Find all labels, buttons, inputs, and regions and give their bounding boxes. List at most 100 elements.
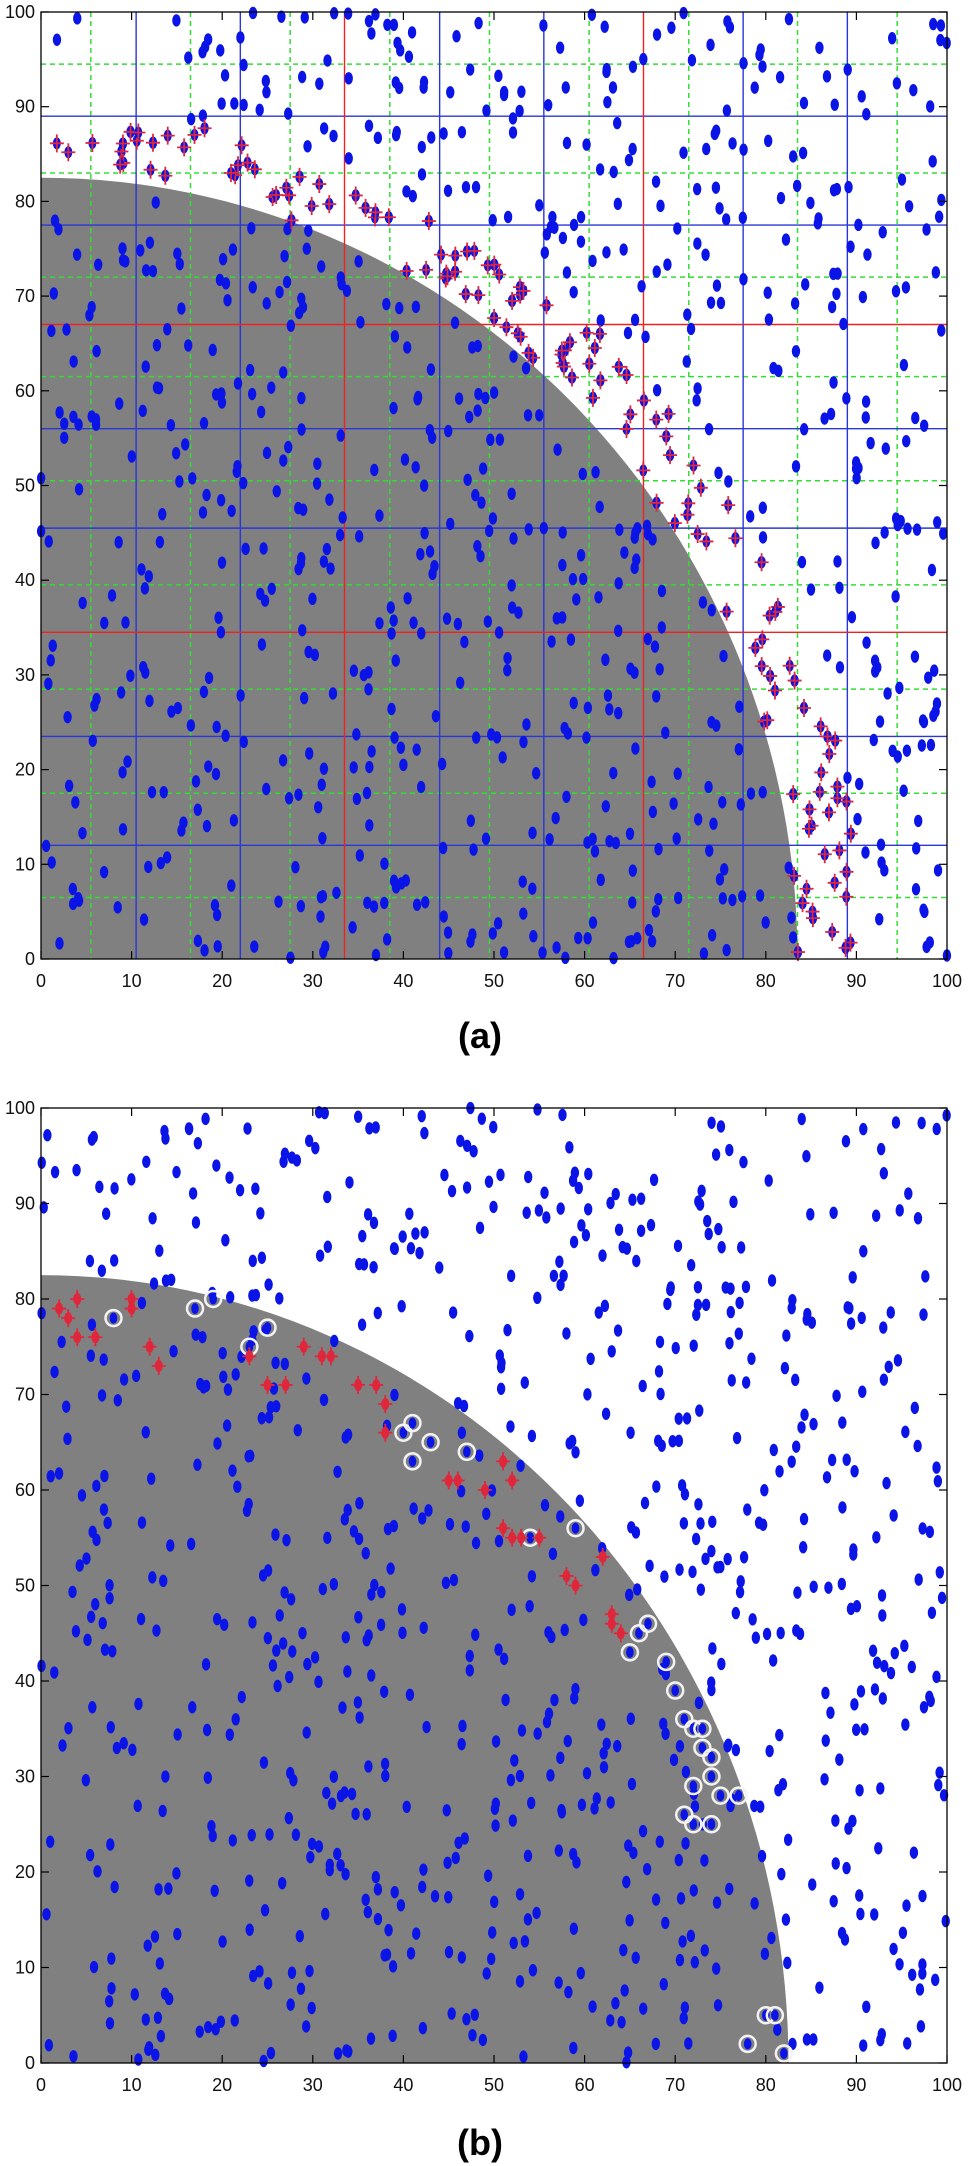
- data-point: [62, 323, 71, 336]
- data-point: [503, 664, 512, 677]
- data-point: [574, 1181, 584, 1195]
- data-point: [669, 797, 678, 810]
- data-point: [212, 1159, 221, 1172]
- data-point: [856, 1907, 865, 1921]
- x-tick-label: 30: [303, 971, 323, 991]
- data-point: [723, 1739, 732, 1753]
- data-point: [403, 592, 412, 605]
- boundary-point-ring: [566, 1518, 585, 1538]
- data-point: [875, 715, 885, 728]
- data-point: [799, 423, 809, 436]
- data-point: [628, 896, 637, 909]
- boundary-point-ring: [403, 1413, 422, 1433]
- data-point: [588, 2000, 597, 2013]
- data-point: [798, 146, 808, 160]
- data-point: [486, 433, 495, 446]
- data-point: [734, 743, 744, 756]
- data-point: [655, 1835, 665, 1848]
- data-point: [458, 1719, 467, 1733]
- data-point: [661, 726, 670, 739]
- data-point: [82, 1552, 91, 1565]
- data-point: [488, 927, 498, 940]
- data-point: [155, 1244, 164, 1257]
- data-point: [420, 526, 429, 540]
- data-point: [714, 1222, 723, 1236]
- data-point: [695, 1404, 704, 1417]
- data-point: [935, 1566, 944, 1579]
- data-point: [387, 702, 396, 716]
- data-point: [935, 1766, 944, 1779]
- data-point: [642, 1862, 652, 1876]
- data-point: [214, 611, 223, 624]
- data-point: [651, 1893, 661, 1906]
- boundary-point-ring: [620, 1643, 640, 1662]
- boundary-point-cross: [421, 212, 436, 231]
- data-point: [683, 308, 692, 321]
- data-point: [99, 1503, 109, 1516]
- data-point: [666, 1281, 675, 1294]
- data-point: [777, 1867, 786, 1881]
- data-point: [147, 785, 157, 799]
- data-point: [62, 1400, 71, 1413]
- data-point: [703, 1214, 712, 1228]
- y-tick-label: 60: [15, 381, 35, 401]
- data-point: [460, 635, 469, 649]
- data-point: [839, 317, 848, 331]
- data-point: [514, 606, 523, 619]
- data-point: [248, 1969, 258, 1983]
- data-point: [336, 271, 345, 284]
- data-point: [675, 1740, 685, 1753]
- data-point: [711, 1962, 721, 1975]
- data-point: [427, 431, 437, 444]
- data-point: [787, 911, 796, 924]
- data-point: [525, 1600, 534, 1613]
- data-point: [527, 1429, 537, 1443]
- data-point: [601, 800, 611, 813]
- data-point: [916, 2020, 926, 2033]
- data-point: [861, 411, 870, 424]
- data-point: [850, 1465, 859, 1478]
- data-point: [523, 1913, 533, 1926]
- data-point: [902, 434, 911, 448]
- data-point: [343, 1665, 352, 1678]
- data-point: [625, 827, 635, 841]
- data-point: [586, 1352, 595, 1366]
- data-point: [52, 33, 62, 46]
- data-point: [554, 1976, 563, 1989]
- data-point: [349, 1525, 359, 1538]
- boundary-point: [426, 1436, 435, 1448]
- data-point: [861, 395, 871, 408]
- data-point: [499, 946, 509, 959]
- data-point: [327, 1797, 337, 1810]
- data-point: [488, 512, 498, 525]
- data-point: [523, 1849, 533, 1863]
- boundary-point-cross: [279, 178, 294, 197]
- data-point: [936, 19, 946, 32]
- data-point: [462, 1139, 472, 1152]
- data-point: [259, 542, 268, 555]
- data-point: [719, 863, 729, 876]
- data-point: [128, 1743, 137, 1757]
- data-point: [846, 240, 855, 253]
- y-tick-label: 50: [15, 1576, 35, 1596]
- data-point: [145, 694, 154, 708]
- data-point: [219, 1370, 228, 1384]
- data-point: [163, 323, 172, 336]
- data-point: [688, 1565, 697, 1579]
- data-point: [820, 412, 829, 425]
- data-point: [470, 2008, 479, 2021]
- data-point: [872, 1531, 881, 1544]
- data-point: [108, 1645, 117, 1658]
- data-point: [148, 1571, 157, 1584]
- data-point: [801, 278, 810, 291]
- data-point: [820, 1773, 829, 1786]
- data-point: [141, 264, 151, 277]
- data-point: [353, 1110, 363, 1123]
- data-point: [199, 685, 209, 699]
- data-point: [679, 146, 688, 159]
- data-point: [236, 31, 245, 44]
- data-point: [466, 814, 476, 827]
- data-point: [707, 715, 716, 729]
- boundary-point-ring: [403, 1452, 422, 1471]
- data-point: [620, 1984, 629, 1997]
